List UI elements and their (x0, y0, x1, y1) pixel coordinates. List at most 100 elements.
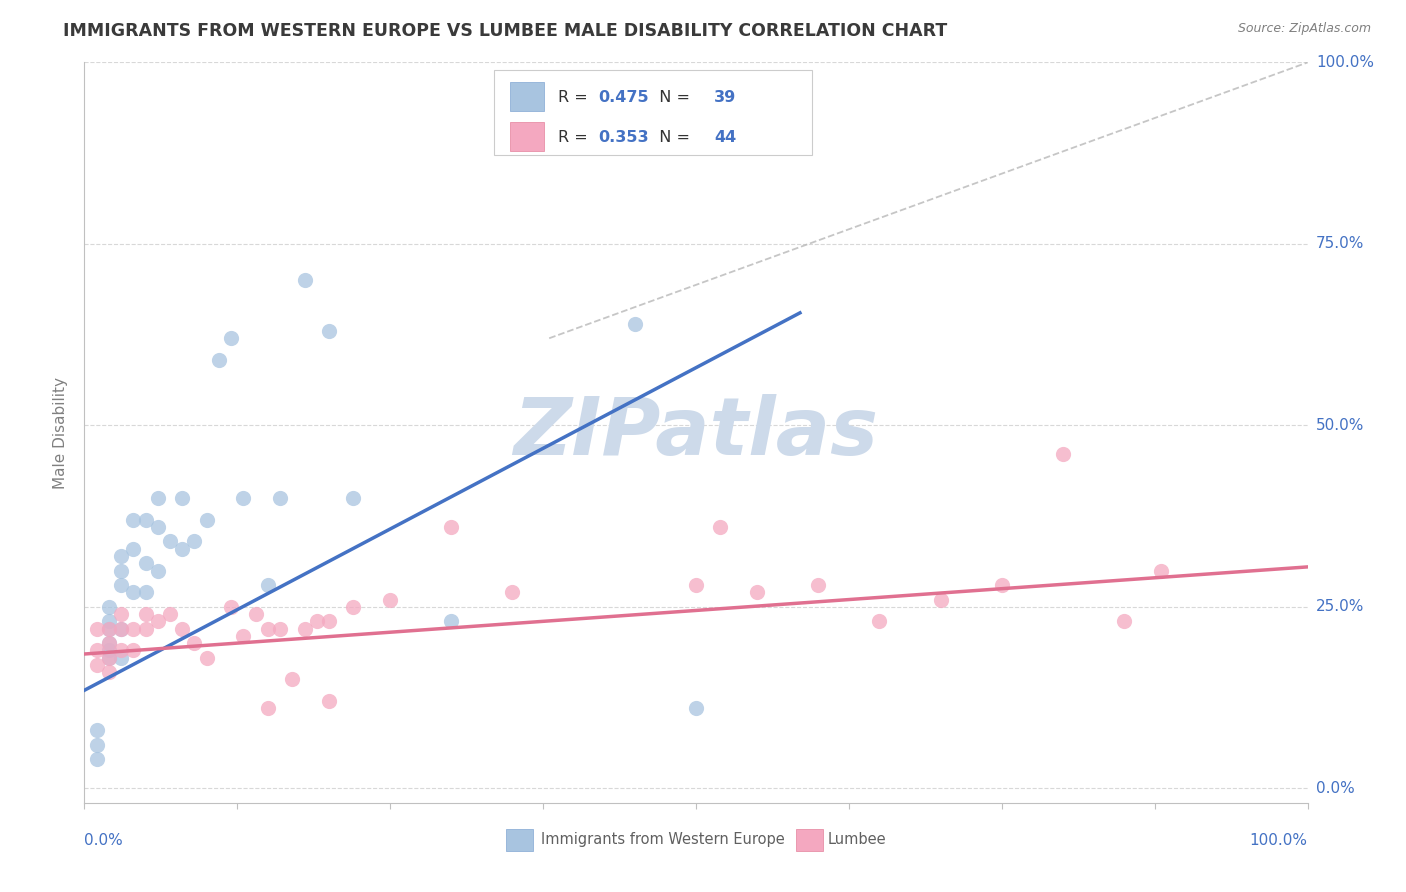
Point (747, 585, 769, 599)
Point (97, 650, 120, 665)
Point (195, 513, 218, 527)
Point (440, 520, 463, 534)
Point (232, 491, 254, 505)
Point (86, 657, 108, 672)
Point (269, 491, 291, 505)
FancyBboxPatch shape (494, 70, 813, 155)
Text: 0.353: 0.353 (598, 130, 648, 145)
Text: IMMIGRANTS FROM WESTERN EUROPE VS LUMBEE MALE DISABILITY CORRELATION CHART: IMMIGRANTS FROM WESTERN EUROPE VS LUMBEE… (63, 22, 948, 40)
Point (122, 585, 145, 599)
Point (110, 607, 132, 621)
Text: Immigrants from Western Europe: Immigrants from Western Europe (541, 832, 785, 847)
Point (110, 564, 132, 578)
Text: ZIPatlas: ZIPatlas (513, 393, 879, 472)
Text: Lumbee: Lumbee (828, 832, 887, 847)
Point (318, 615, 340, 629)
Point (257, 578, 280, 592)
Point (122, 513, 145, 527)
Text: R =: R = (558, 90, 592, 105)
Point (97, 622, 120, 636)
Point (219, 599, 242, 614)
Point (135, 513, 157, 527)
Point (318, 324, 340, 338)
Text: N =: N = (650, 130, 696, 145)
Point (122, 541, 145, 556)
Point (86, 643, 108, 657)
Point (86, 738, 108, 752)
Point (172, 541, 194, 556)
Point (269, 622, 291, 636)
Point (219, 331, 242, 345)
Point (183, 636, 205, 650)
Point (172, 622, 194, 636)
Point (86, 752, 108, 766)
Point (97, 599, 120, 614)
Point (146, 491, 169, 505)
Point (172, 491, 194, 505)
Point (318, 694, 340, 708)
Text: N =: N = (650, 90, 696, 105)
Text: 100.0%: 100.0% (1250, 833, 1308, 848)
Point (110, 622, 132, 636)
Point (110, 549, 132, 563)
Point (97, 622, 120, 636)
Point (257, 701, 280, 715)
Point (97, 636, 120, 650)
Point (294, 273, 316, 287)
Point (1114, 615, 1136, 629)
Point (305, 615, 328, 629)
Point (232, 629, 254, 643)
Text: 0.0%: 0.0% (1316, 780, 1354, 796)
Point (97, 615, 120, 629)
Point (709, 520, 731, 534)
Point (146, 520, 169, 534)
Point (685, 578, 707, 592)
Point (159, 607, 181, 621)
Point (135, 556, 157, 570)
Point (135, 607, 157, 621)
Point (807, 578, 830, 592)
Text: 0.475: 0.475 (598, 90, 648, 105)
Point (146, 564, 169, 578)
Point (195, 650, 218, 665)
Point (342, 599, 364, 614)
Point (281, 673, 304, 687)
Y-axis label: Male Disability: Male Disability (53, 376, 69, 489)
Point (991, 578, 1014, 592)
Text: 25.0%: 25.0% (1316, 599, 1364, 615)
Point (294, 622, 316, 636)
Point (1052, 447, 1074, 461)
Text: 44: 44 (714, 130, 737, 145)
Point (110, 578, 132, 592)
Point (245, 607, 267, 621)
Point (97, 636, 120, 650)
Point (86, 622, 108, 636)
Point (146, 615, 169, 629)
Point (86, 723, 108, 738)
Text: 75.0%: 75.0% (1316, 236, 1364, 252)
Point (135, 622, 157, 636)
Point (97, 643, 120, 657)
Point (159, 534, 181, 549)
Point (342, 491, 364, 505)
Point (97, 665, 120, 680)
Text: 0.0%: 0.0% (84, 833, 124, 848)
Point (97, 650, 120, 665)
Point (1150, 564, 1173, 578)
Point (122, 622, 145, 636)
Point (929, 592, 952, 607)
Text: 100.0%: 100.0% (1316, 55, 1374, 70)
Point (110, 643, 132, 657)
Point (624, 317, 647, 331)
Bar (510, 82, 544, 112)
Point (122, 643, 145, 657)
Bar (510, 121, 544, 152)
Point (183, 534, 205, 549)
Point (685, 701, 707, 715)
Point (869, 615, 891, 629)
Point (380, 592, 402, 607)
Point (502, 585, 524, 599)
Point (208, 353, 231, 368)
Text: 50.0%: 50.0% (1316, 417, 1364, 433)
Point (110, 622, 132, 636)
